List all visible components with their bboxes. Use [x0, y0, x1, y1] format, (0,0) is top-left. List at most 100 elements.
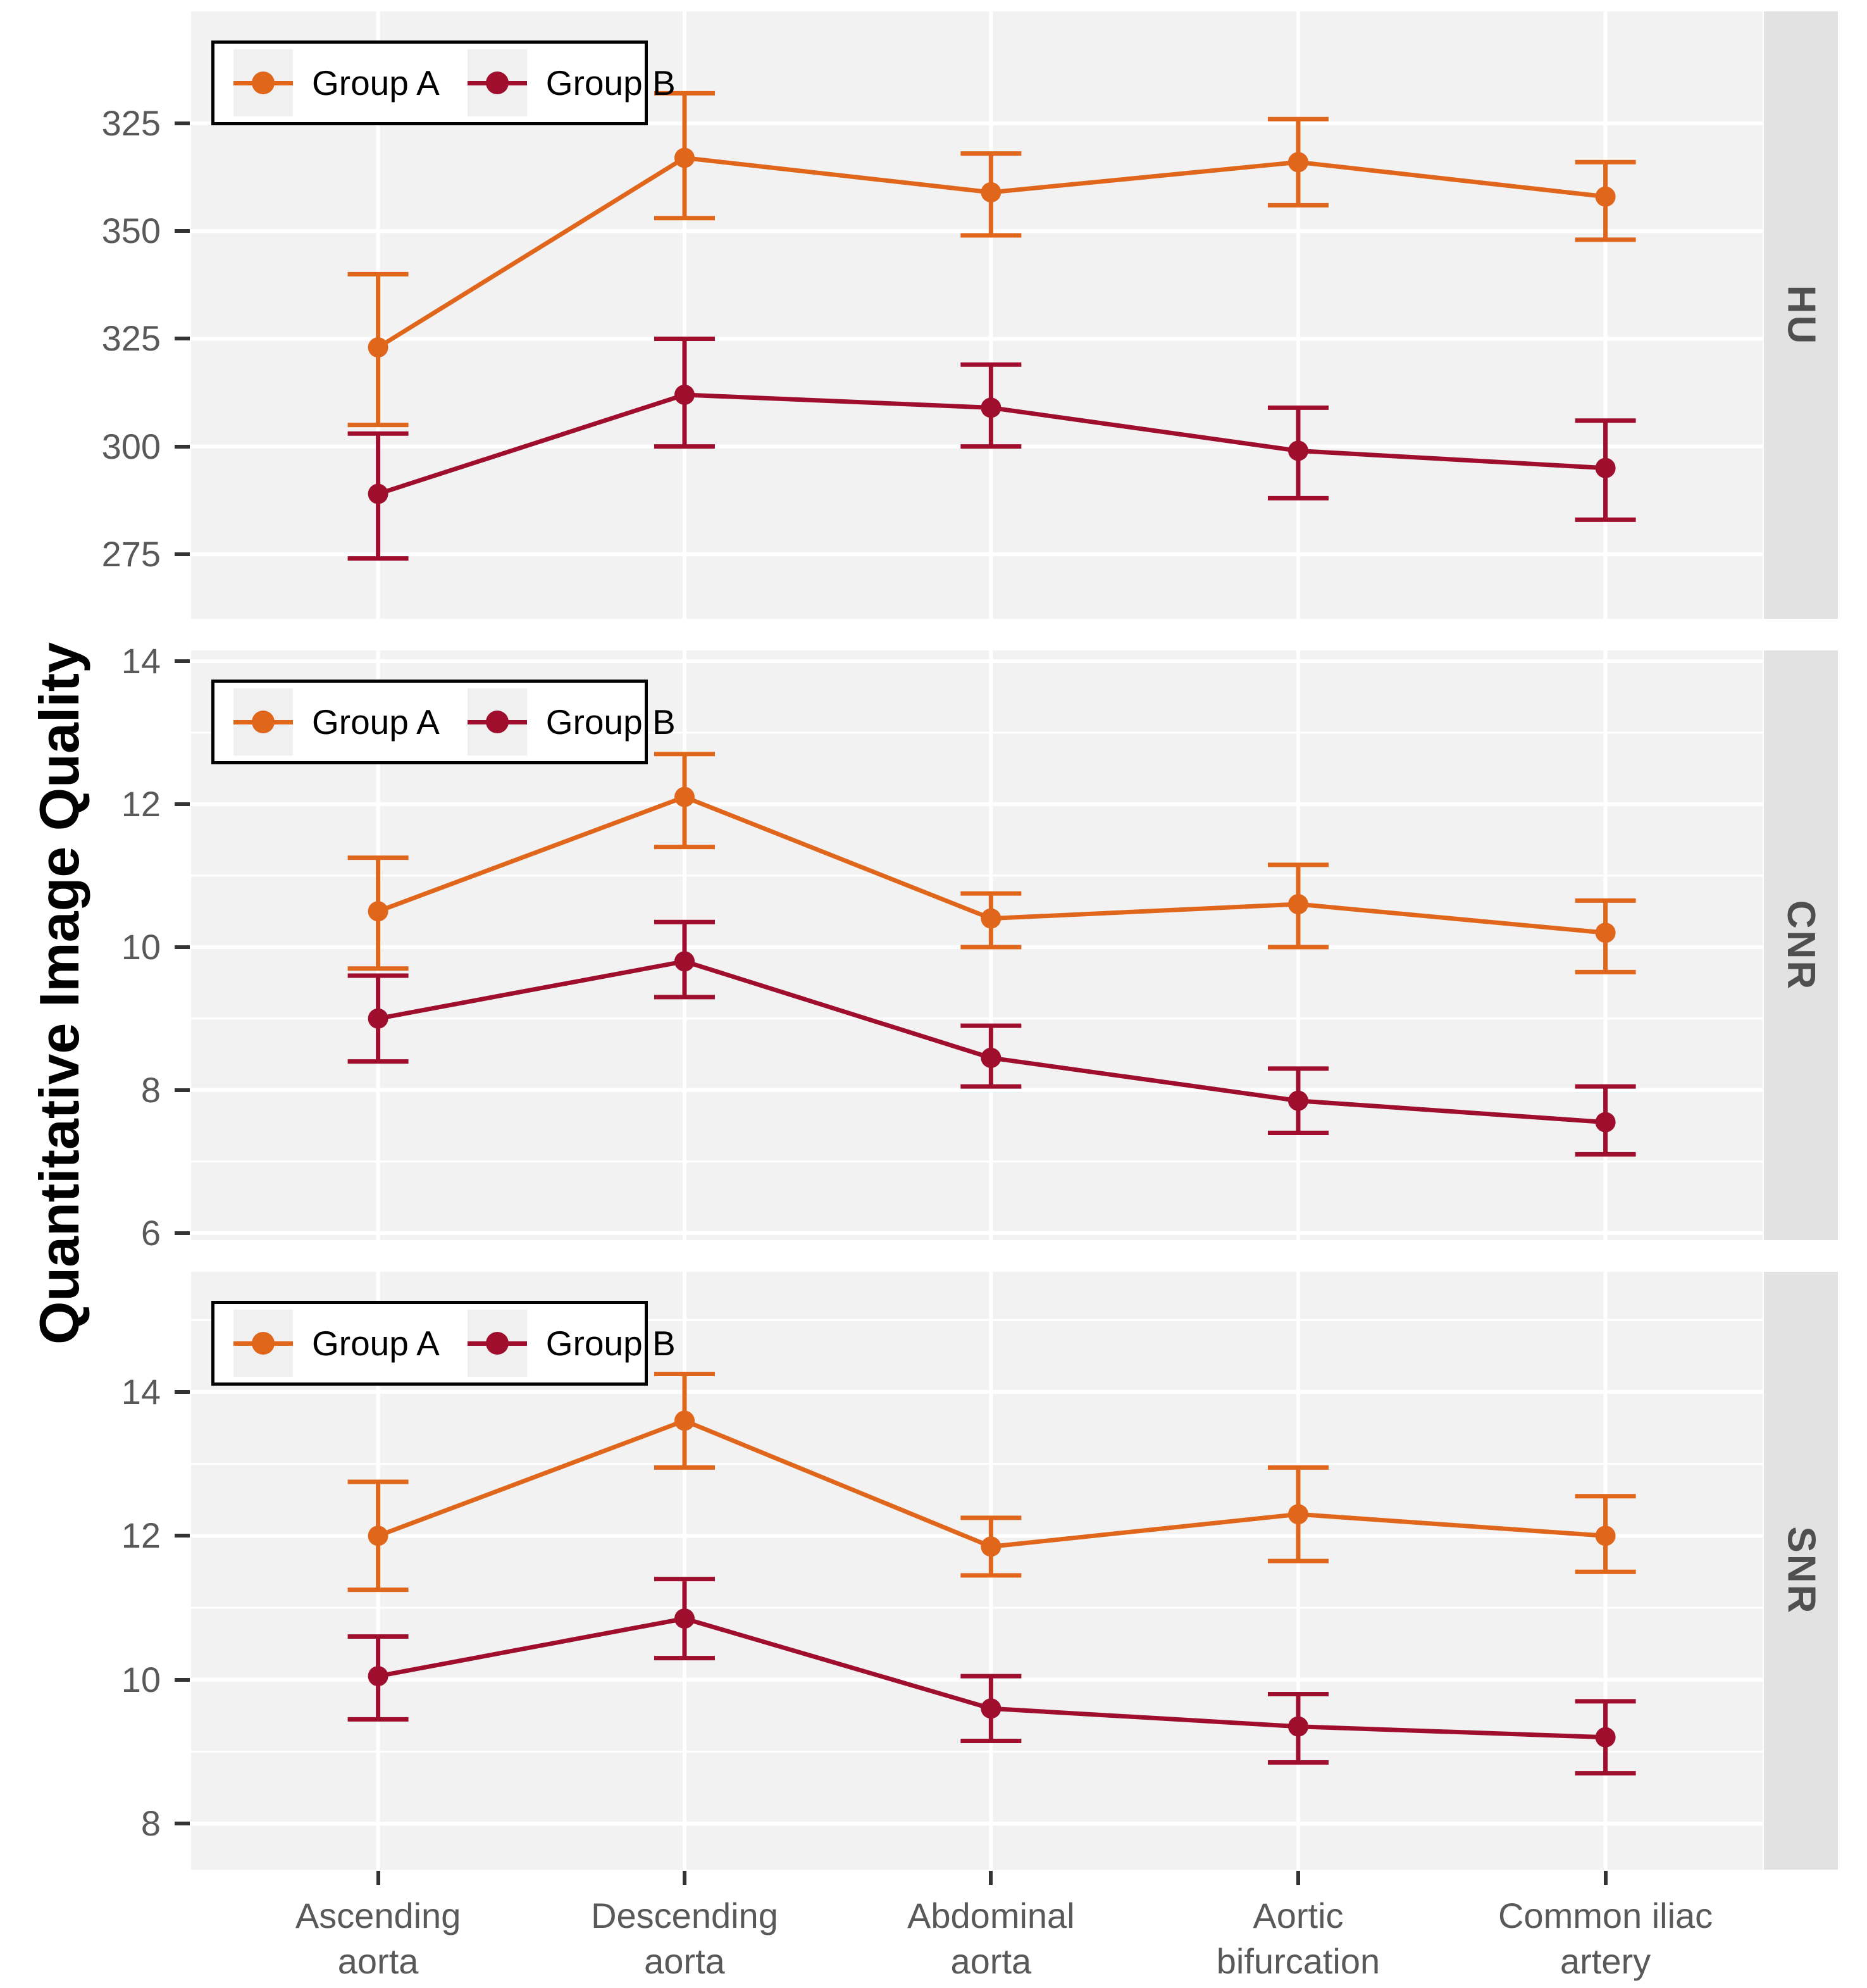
legend-item-label: Group A — [312, 702, 440, 742]
x-category-label-line1: Descending — [591, 1896, 778, 1935]
y-tick-label: 350 — [101, 211, 161, 251]
y-tick-label: 14 — [121, 640, 161, 681]
legend-key-icon — [467, 1310, 527, 1377]
facet-strip-label: HU — [1779, 285, 1823, 345]
data-point-marker — [368, 1666, 388, 1687]
legend-key-icon — [467, 49, 527, 116]
data-point-marker — [368, 1525, 388, 1546]
y-tick-label: 325 — [101, 103, 161, 144]
y-tick-label: 10 — [121, 1659, 161, 1699]
y-tick-label: 14 — [121, 1371, 161, 1412]
data-point-marker — [368, 1008, 388, 1029]
legend-item-group-b: Group B — [467, 688, 676, 755]
x-category-label: Abdominal aorta — [788, 1893, 1193, 1984]
y-tick-label: 8 — [140, 1069, 161, 1110]
data-point-marker — [674, 951, 695, 972]
y-tick-mark — [175, 802, 190, 806]
legend-item-label: Group A — [312, 1324, 440, 1363]
x-category-label: Common iliac artery — [1403, 1893, 1808, 1984]
x-category-label: Ascending aorta — [176, 1893, 581, 1984]
y-tick-mark — [175, 444, 190, 449]
x-category-label-line2: artery — [1560, 1941, 1651, 1981]
data-point-marker — [674, 384, 695, 405]
x-category-label-line2: bifurcation — [1216, 1941, 1380, 1981]
y-axis-title: Quantitative Image Quality — [28, 642, 90, 1345]
legend-item-group-a: Group A — [233, 1310, 440, 1377]
data-point-marker — [674, 786, 695, 807]
data-point-marker — [674, 1608, 695, 1629]
legend-item-group-a: Group A — [233, 688, 440, 755]
y-tick-mark — [175, 229, 190, 233]
legend-item-group-b: Group B — [467, 49, 676, 116]
x-category-label: Descending aorta — [482, 1893, 887, 1984]
data-point-marker — [1287, 152, 1308, 173]
y-tick-label: 12 — [121, 783, 161, 824]
legend-item-label: Group B — [545, 63, 676, 103]
x-category-label-line1: Common iliac — [1498, 1896, 1713, 1935]
facet-strip-label: CNR — [1779, 900, 1823, 991]
data-point-marker — [1595, 1727, 1616, 1748]
x-category-label-line2: aorta — [337, 1941, 419, 1981]
legend-key-dot — [485, 711, 509, 733]
data-point-marker — [1595, 923, 1616, 943]
x-tick-mark — [989, 1871, 993, 1885]
legend: Group A Group B — [211, 680, 676, 764]
facet-strip-snr: SNR — [1764, 1272, 1838, 1870]
x-tick-mark — [1603, 1871, 1608, 1885]
y-tick-mark — [175, 552, 190, 556]
y-tick-mark — [175, 1389, 190, 1394]
legend-key-dot — [252, 1332, 275, 1355]
y-tick-mark — [175, 1677, 190, 1682]
y-tick-mark — [175, 1088, 190, 1092]
y-tick-label: 275 — [101, 533, 161, 574]
legend-item-label: Group B — [545, 1324, 676, 1363]
y-tick-label: 12 — [121, 1515, 161, 1556]
y-tick-mark — [175, 659, 190, 663]
x-category-label-line2: aorta — [644, 1941, 725, 1981]
data-point-marker — [1287, 894, 1308, 915]
data-point-marker — [368, 483, 388, 504]
legend-key-icon — [233, 688, 293, 755]
y-tick-label: 300 — [101, 426, 161, 466]
x-tick-mark — [376, 1871, 380, 1885]
data-point-marker — [1595, 1525, 1616, 1546]
data-point-marker — [1287, 1090, 1308, 1111]
data-point-marker — [981, 1536, 1002, 1557]
y-tick-mark — [175, 121, 190, 126]
data-point-marker — [1287, 1716, 1308, 1737]
legend: Group A Group B — [211, 1301, 676, 1386]
legend-key-dot — [485, 71, 509, 94]
y-tick-mark — [175, 1822, 190, 1826]
data-point-marker — [1287, 1504, 1308, 1525]
legend-item-label: Group A — [312, 63, 440, 103]
legend: Group A Group B — [211, 40, 676, 125]
legend-item-group-b: Group B — [467, 1310, 676, 1377]
y-tick-label: 6 — [140, 1212, 161, 1253]
data-point-marker — [981, 1698, 1002, 1719]
y-tick-mark — [175, 945, 190, 949]
legend-key-dot — [485, 1332, 509, 1355]
y-tick-mark — [175, 1231, 190, 1235]
legend-key-dot — [252, 711, 275, 733]
legend-key-icon — [467, 688, 527, 755]
y-tick-label: 10 — [121, 926, 161, 967]
facet-strip-cnr: CNR — [1764, 650, 1838, 1240]
data-point-marker — [1595, 186, 1616, 207]
data-point-marker — [368, 337, 388, 358]
facet-strip-label: SNR — [1779, 1526, 1823, 1615]
legend-item-label: Group B — [545, 702, 676, 742]
legend-key-dot — [252, 71, 275, 94]
data-point-marker — [981, 1047, 1002, 1068]
y-tick-label: 325 — [101, 318, 161, 359]
x-tick-mark — [1296, 1871, 1300, 1885]
legend-key-icon — [233, 1310, 293, 1377]
x-category-label-line1: Aortic — [1253, 1896, 1344, 1935]
data-point-marker — [368, 901, 388, 922]
x-category-label-line1: Ascending — [295, 1896, 461, 1935]
legend-key-icon — [233, 49, 293, 116]
x-category-label: Aortic bifurcation — [1096, 1893, 1501, 1984]
data-point-marker — [674, 147, 695, 168]
facet-strip-hu: HU — [1764, 11, 1838, 619]
x-category-label-line2: aorta — [950, 1941, 1032, 1981]
